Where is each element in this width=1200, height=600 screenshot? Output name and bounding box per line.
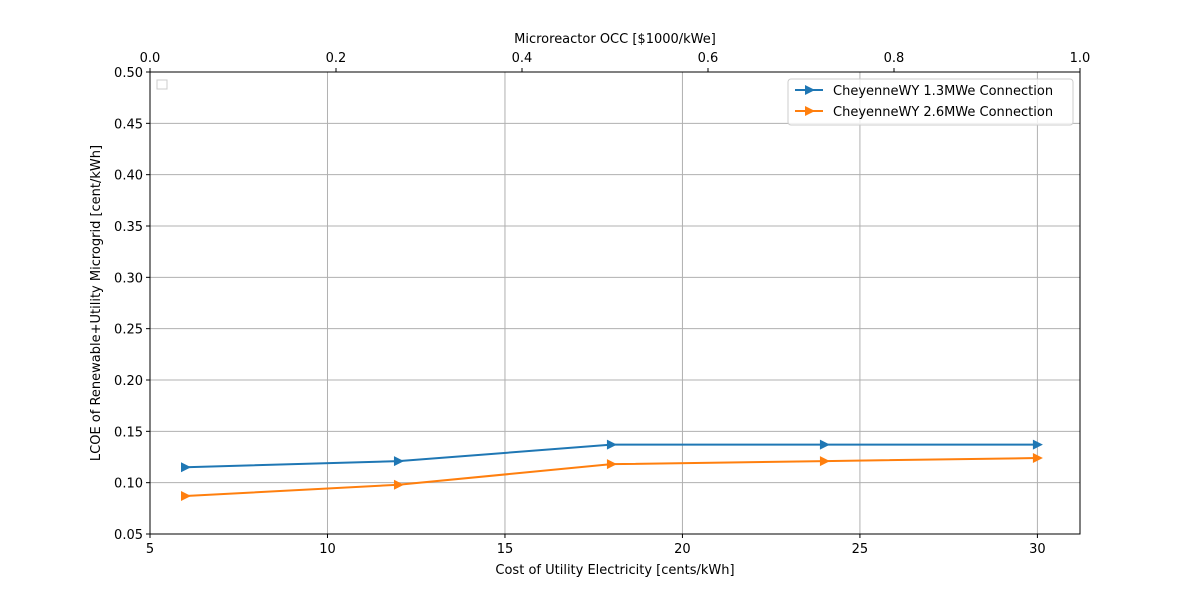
series-1-point xyxy=(393,456,404,467)
series-2-point xyxy=(180,491,191,502)
y-axis-label: LCOE of Renewable+Utility Microgrid [cen… xyxy=(89,145,104,461)
legend-frame xyxy=(787,78,1074,126)
series-1-point xyxy=(819,439,830,450)
y-tick-label: 0.15 xyxy=(114,425,143,440)
top-tick-label: 0.4 xyxy=(512,51,533,66)
series-2-point xyxy=(1032,453,1043,464)
axis-ticks: 5 10 15 20 25 30 0.05 0.10 0.15 0.20 0.25 0.30 0.35 0… xyxy=(114,51,1090,557)
top-tick-label: 1.0 xyxy=(1070,51,1091,66)
top-tick-label: 0.6 xyxy=(698,51,719,66)
grid xyxy=(149,71,1080,535)
legend-label-2: CheyenneWY 2.6MWe Connection xyxy=(833,105,1053,120)
series-2-point xyxy=(606,459,617,470)
x-axis-label: Cost of Utility Electricity [cents/kWh] xyxy=(495,563,734,578)
series-1-point xyxy=(1032,439,1043,450)
top-tick-label: 0.0 xyxy=(140,51,161,66)
y-tick-label: 0.10 xyxy=(114,477,143,492)
series-1-point xyxy=(180,462,191,473)
y-tick-label: 0.50 xyxy=(114,66,143,81)
top-tick-label: 0.8 xyxy=(884,51,905,66)
plot-frame xyxy=(149,71,1081,535)
x-tick-label: 5 xyxy=(146,542,154,557)
y-tick-label: 0.45 xyxy=(114,117,143,132)
x-tick-label: 10 xyxy=(319,542,336,557)
series-1-point xyxy=(606,439,617,450)
empty-legend-box xyxy=(156,79,168,90)
y-tick-label: 0.20 xyxy=(114,374,143,389)
y-tick-label: 0.30 xyxy=(114,271,143,286)
legend-marker-2 xyxy=(805,106,815,116)
series-layer xyxy=(180,439,1043,502)
series-2-point xyxy=(393,479,404,490)
legend-label-1: CheyenneWY 1.3MWe Connection xyxy=(833,84,1053,99)
y-tick-label: 0.25 xyxy=(114,323,143,338)
x-tick-label: 25 xyxy=(852,542,869,557)
top-axis-label: Microreactor OCC [$1000/kWe] xyxy=(514,32,716,47)
y-tick-label: 0.05 xyxy=(114,528,143,543)
y-tick-label: 0.35 xyxy=(114,220,143,235)
x-tick-label: 15 xyxy=(497,542,514,557)
x-tick-label: 30 xyxy=(1029,542,1046,557)
legend: CheyenneWY 1.3MWe Connection CheyenneWY … xyxy=(787,78,1074,126)
top-tick-label: 0.2 xyxy=(326,51,347,66)
legend-marker-1 xyxy=(805,85,815,95)
x-tick-label: 20 xyxy=(674,542,691,557)
series-2-point xyxy=(819,456,830,467)
y-tick-label: 0.40 xyxy=(114,169,143,184)
